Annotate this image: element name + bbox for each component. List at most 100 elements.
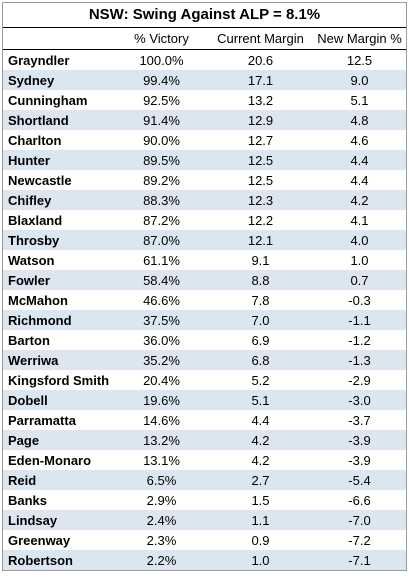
seat-name-cell: Blaxland (8, 212, 63, 228)
current-margin-cell: 6.9 (251, 332, 270, 348)
current-margin-cell: 9.1 (251, 252, 270, 268)
new-margin-cell: -2.9 (348, 372, 371, 388)
victory-cell: 2.9% (146, 492, 177, 508)
new-margin-cell: -7.2 (348, 532, 371, 548)
new-margin-cell: 4.4 (350, 172, 369, 188)
new-margin-cell: 5.1 (350, 92, 369, 108)
current-margin-cell: 7.0 (208, 310, 313, 330)
header-victory: % Victory (115, 28, 208, 50)
table-row: Shortland 91.4% 12.9 4.8 (3, 110, 406, 130)
victory-cell: 88.3% (115, 190, 208, 210)
current-margin-cell: 20.6 (208, 49, 313, 70)
seat-name-cell: Greenway (8, 532, 71, 548)
new-margin-cell: -1.3 (313, 350, 406, 370)
table-row: Reid 6.5% 2.7 -5.4 (3, 470, 406, 490)
table-row: Chifley 88.3% 12.3 4.2 (3, 190, 406, 210)
new-margin-cell: 4.4 (313, 150, 406, 170)
seat-name-cell: Barton (8, 332, 50, 348)
table-row: Watson 61.1% 9.1 1.0 (3, 250, 406, 270)
new-margin-cell: -1.1 (313, 310, 406, 330)
victory-cell: 58.4% (115, 270, 208, 290)
header-row: % Victory Current Margin New Margin % (3, 28, 406, 50)
table-row: Dobell 19.6% 5.1 -3.0 (3, 390, 406, 410)
header-new-margin: New Margin % (313, 28, 406, 50)
victory-cell: 87.2% (143, 212, 180, 228)
table-row: Hunter 89.5% 12.5 4.4 (3, 150, 406, 170)
seat-name-cell: Chifley (3, 190, 115, 210)
new-margin-cell: 4.2 (313, 190, 406, 210)
table-row: Page 13.2% 4.2 -3.9 (3, 430, 406, 450)
victory-cell: 36.0% (143, 332, 180, 348)
new-margin-cell: 4.1 (350, 212, 369, 228)
table-row: Fowler 58.4% 8.8 0.7 (3, 270, 406, 290)
current-margin-cell: 12.2 (247, 212, 274, 228)
seat-name-cell: Banks (8, 492, 48, 508)
table-row: Newcastle 89.2% 12.5 4.4 (3, 170, 406, 190)
victory-cell: 87.0% (115, 230, 208, 250)
seat-name-cell: Richmond (3, 310, 115, 330)
current-margin-cell: 4.2 (208, 430, 313, 450)
new-margin-cell: -3.7 (348, 412, 371, 428)
table-row: Cunningham 92.5% 13.2 5.1 (3, 90, 406, 110)
table-row: Blaxland 87.2% 12.2 4.1 (3, 210, 406, 230)
victory-cell: 13.2% (115, 430, 208, 450)
victory-cell: 100.0% (115, 49, 208, 70)
victory-cell: 90.0% (143, 132, 180, 148)
table-row: Robertson 2.2% 1.0 -7.1 (3, 550, 406, 570)
victory-cell: 6.5% (115, 470, 208, 490)
seat-name-cell: Sydney (3, 70, 115, 90)
current-margin-cell: 4.4 (251, 412, 270, 428)
new-margin-cell: 4.6 (350, 132, 369, 148)
results-sheet: NSW: Swing Against ALP = 8.1% % Victory … (2, 2, 407, 571)
seat-name-cell: Newcastle (8, 172, 72, 188)
current-margin-cell: 4.2 (251, 452, 270, 468)
new-margin-cell: -3.9 (348, 452, 371, 468)
new-margin-cell: -5.4 (313, 470, 406, 490)
victory-cell: 89.2% (143, 172, 180, 188)
table-row: Grayndler 100.0% 20.6 12.5 (3, 49, 406, 70)
victory-cell: 2.2% (115, 550, 208, 570)
seat-name-cell: Fowler (3, 270, 115, 290)
seat-name-cell: Werriwa (3, 350, 115, 370)
current-margin-cell: 5.2 (251, 372, 270, 388)
seat-name-cell: Dobell (3, 390, 115, 410)
table-body: Grayndler 100.0% 20.6 12.5 Sydney 99.4% 17.1 9.… (3, 49, 406, 570)
table-row: Parramatta 14.6% 4.4 -3.7 (3, 410, 406, 430)
current-margin-cell: 2.7 (208, 470, 313, 490)
seat-name-cell: Charlton (8, 132, 62, 148)
victory-cell: 35.2% (115, 350, 208, 370)
new-margin-cell: -0.3 (348, 292, 371, 308)
victory-cell: 2.4% (115, 510, 208, 530)
sheet-title: NSW: Swing Against ALP = 8.1% (3, 3, 406, 28)
new-margin-cell: 1.0 (350, 252, 369, 268)
seat-name-cell: Robertson (3, 550, 115, 570)
new-margin-cell: -3.0 (313, 390, 406, 410)
new-margin-cell: 12.5 (313, 49, 406, 70)
new-margin-cell: -3.9 (313, 430, 406, 450)
current-margin-cell: 12.1 (208, 230, 313, 250)
victory-cell: 61.1% (143, 252, 180, 268)
victory-cell: 14.6% (143, 412, 180, 428)
seat-table: % Victory Current Margin New Margin % Gr… (3, 28, 406, 570)
table-row: Lindsay 2.4% 1.1 -7.0 (3, 510, 406, 530)
victory-cell: 19.6% (115, 390, 208, 410)
current-margin-cell: 7.8 (251, 292, 270, 308)
new-margin-cell: -7.0 (313, 510, 406, 530)
victory-cell: 46.6% (143, 292, 180, 308)
new-margin-cell: -7.1 (313, 550, 406, 570)
victory-cell: 92.5% (143, 92, 180, 108)
victory-cell: 99.4% (115, 70, 208, 90)
current-margin-cell: 1.1 (208, 510, 313, 530)
seat-name-cell: Cunningham (8, 92, 88, 108)
header-seat (3, 28, 115, 50)
current-margin-cell: 12.5 (208, 150, 313, 170)
victory-cell: 2.3% (146, 532, 177, 548)
victory-cell: 37.5% (115, 310, 208, 330)
victory-cell: 20.4% (143, 372, 180, 388)
seat-name-cell: Eden-Monaro (8, 452, 92, 468)
current-margin-cell: 1.0 (208, 550, 313, 570)
seat-name-cell: Parramatta (8, 412, 76, 428)
table-row: Banks 2.9% 1.5 -6.6 (3, 490, 406, 510)
seat-name-cell: Throsby (3, 230, 115, 250)
table-row: Charlton 90.0% 12.7 4.6 (3, 130, 406, 150)
